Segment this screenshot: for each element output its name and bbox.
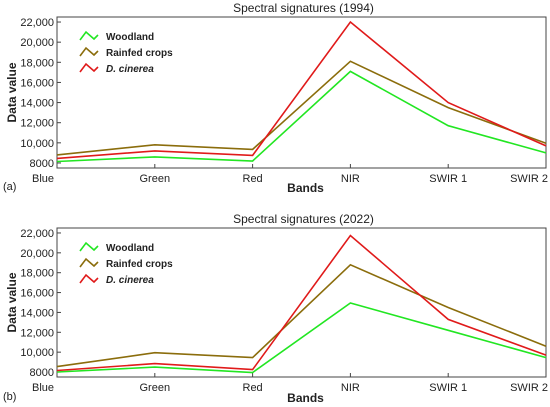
series-line-d-cinerea	[56, 20, 547, 160]
y-tick-label: 12,000	[20, 327, 54, 339]
legend-symbol	[79, 241, 99, 252]
series-line-d-cinerea	[56, 234, 547, 372]
y-tick-label: 16,000	[20, 77, 54, 89]
y-tick-label: 14,000	[20, 307, 54, 319]
legend-label: Rainfed crops	[106, 259, 173, 270]
x-tick-label: Blue	[32, 382, 54, 394]
legend-symbol	[79, 62, 99, 73]
x-tick-label: NIR	[341, 382, 360, 394]
x-tick-label: Green	[140, 173, 171, 185]
legend-label: D. cinerea	[106, 275, 154, 286]
y-tick-label: 22,000	[20, 17, 54, 29]
y-tick-label: 22,000	[20, 228, 54, 240]
x-tick-label: SWIR 2	[510, 382, 548, 394]
y-tick-label: 16,000	[20, 288, 54, 300]
x-tick-label: SWIR 1	[429, 382, 467, 394]
y-tick-label: 10,000	[20, 138, 54, 150]
y-tick-label: 8000	[30, 367, 54, 379]
y-axis-label: Data value	[5, 62, 19, 122]
y-tick-label: 14,000	[20, 98, 54, 110]
legend-symbol	[79, 273, 99, 284]
series-line-woodland	[56, 302, 547, 374]
legend-label: Woodland	[106, 32, 154, 43]
chart-title: Spectral signatures (2022)	[233, 212, 374, 226]
x-tick-label: Blue	[32, 173, 54, 185]
legend-symbol	[79, 30, 99, 41]
y-tick-label: 10,000	[20, 347, 54, 359]
legend-symbol	[79, 46, 99, 57]
y-axis-label: Data value	[5, 272, 19, 332]
panel-label: (b)	[3, 391, 16, 403]
x-tick-label: SWIR 2	[510, 173, 548, 185]
series-line-rainfed-crops	[56, 263, 547, 368]
legend-label: D. cinerea	[106, 64, 154, 75]
y-tick-label: 18,000	[20, 268, 54, 280]
x-axis-label: Bands	[287, 391, 324, 405]
plot-area-frame	[56, 227, 547, 378]
legend-symbol	[79, 257, 99, 268]
chart-title: Spectral signatures (1994)	[233, 1, 374, 15]
x-tick-label: SWIR 1	[429, 173, 467, 185]
x-tick-label: Green	[140, 382, 171, 394]
plot-area-frame	[56, 16, 547, 169]
y-tick-label: 8000	[30, 158, 54, 170]
x-tick-label: NIR	[341, 173, 360, 185]
panel-label: (a)	[3, 181, 16, 193]
series-line-woodland	[56, 70, 547, 163]
legend-label: Woodland	[106, 243, 154, 254]
x-axis-label: Bands	[287, 181, 324, 195]
y-tick-label: 12,000	[20, 118, 54, 130]
chart-panel-a: Spectral signatures (1994) 8000 10,000 12,0…	[3, 1, 548, 195]
chart-panel-b: Spectral signatures (2022) 8000 10,000 12,0…	[3, 212, 548, 405]
x-tick-label: Red	[243, 173, 263, 185]
legend-label: Rainfed crops	[106, 48, 173, 59]
series-line-rainfed-crops	[56, 60, 547, 156]
y-tick-label: 18,000	[20, 57, 54, 69]
y-tick-label: 20,000	[20, 248, 54, 260]
y-tick-label: 20,000	[20, 37, 54, 49]
x-tick-label: Red	[243, 382, 263, 394]
